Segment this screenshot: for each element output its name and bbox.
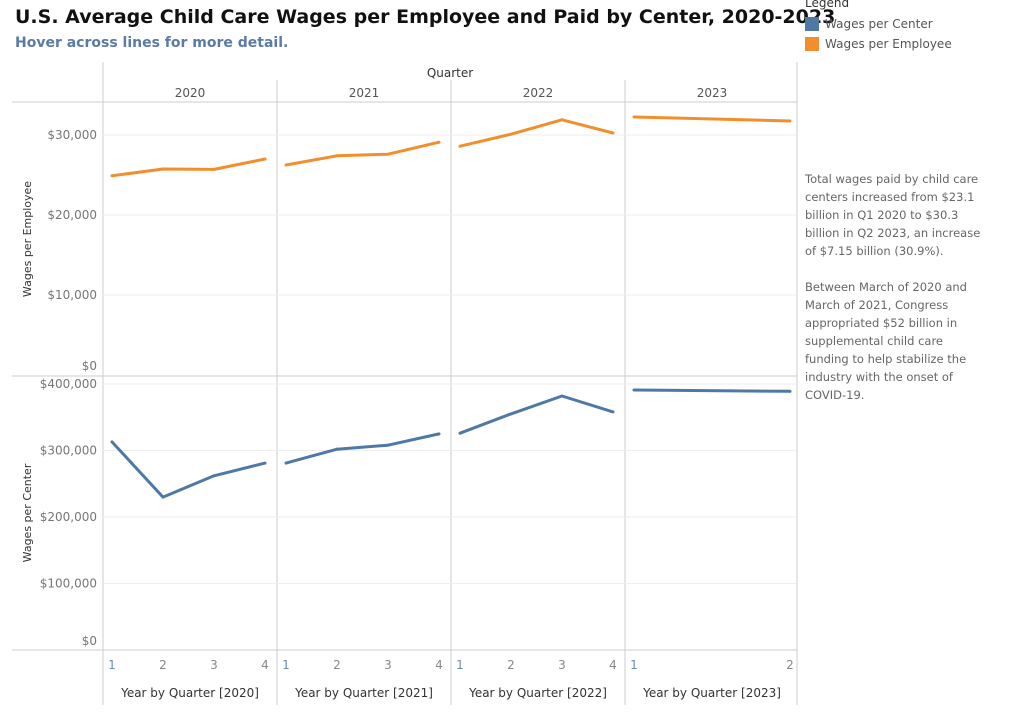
data-point: [386, 443, 390, 447]
y-axis-label: Wages per Center: [21, 463, 34, 562]
x-tick-label: 2: [507, 658, 515, 672]
data-point: [458, 144, 462, 148]
data-point: [386, 152, 390, 156]
column-header: Quarter: [427, 66, 473, 80]
x-tick-label: 4: [609, 658, 617, 672]
y-tick-label: $0: [82, 359, 97, 373]
x-axis-label: Year by Quarter [2023]: [642, 686, 781, 700]
data-point: [212, 474, 216, 478]
data-point: [161, 495, 165, 499]
series-line-center-2020: [110, 440, 266, 499]
series-line-center-2022: [459, 394, 614, 435]
year-header: 2022: [523, 86, 554, 100]
data-point: [437, 140, 441, 144]
x-tick-label: 3: [558, 658, 566, 672]
year-header: 2021: [349, 86, 380, 100]
legend-item-employee[interactable]: Wages per Employee: [805, 34, 952, 54]
y-tick-label: $20,000: [47, 208, 97, 222]
series-line-employee-2020: [111, 157, 266, 178]
annotation-text: Total wages paid by child care centers i…: [805, 170, 990, 422]
y-tick-label: $300,000: [40, 444, 97, 458]
y-tick-label: $30,000: [47, 128, 97, 142]
series-line-center-2021: [285, 432, 440, 465]
data-point: [335, 447, 339, 451]
data-point: [632, 115, 636, 119]
data-point: [284, 461, 288, 465]
x-axis-label: Year by Quarter [2020]: [120, 686, 259, 700]
y-axis-label: Wages per Employee: [21, 181, 34, 297]
y-tick-label: $10,000: [47, 288, 97, 302]
legend-label: Wages per Center: [825, 17, 933, 31]
x-tick-label: 1: [456, 658, 464, 672]
x-tick-label: 2: [333, 658, 341, 672]
y-tick-label: $0: [82, 634, 97, 648]
x-tick-label: 3: [210, 658, 218, 672]
legend-swatch: [805, 17, 819, 31]
chart-subtitle: Hover across lines for more detail.: [15, 35, 289, 51]
data-point: [335, 154, 339, 158]
x-axis-label: Year by Quarter [2022]: [468, 686, 607, 700]
data-point: [560, 394, 564, 398]
x-tick-label: 1: [282, 658, 290, 672]
legend-label: Wages per Employee: [825, 37, 952, 51]
legend-title: Legend: [805, 0, 850, 10]
data-point: [788, 119, 792, 123]
series-line-employee-2021: [285, 140, 440, 167]
data-point: [788, 389, 792, 393]
data-point: [509, 132, 513, 136]
x-tick-label: 2: [159, 658, 167, 672]
x-tick-label: 1: [108, 658, 116, 672]
x-tick-label: 1: [630, 658, 638, 672]
data-point: [611, 410, 615, 414]
chart-title: U.S. Average Child Care Wages per Employ…: [15, 6, 836, 28]
note-paragraph: Between March of 2020 and March of 2021,…: [805, 280, 967, 402]
data-point: [263, 157, 267, 161]
legend-swatch: [805, 37, 819, 51]
data-point: [437, 432, 441, 436]
x-tick-label: 3: [384, 658, 392, 672]
legend: Legend Wages per Center Wages per Employ…: [805, 0, 952, 54]
data-point: [284, 163, 288, 167]
series-line-employee-2022: [459, 118, 614, 148]
y-tick-label: $400,000: [40, 377, 97, 391]
data-point: [212, 167, 216, 171]
y-tick-label: $200,000: [40, 510, 97, 524]
x-tick-label: 4: [435, 658, 443, 672]
data-point: [263, 461, 267, 465]
y-tick-label: $100,000: [40, 577, 97, 591]
x-tick-label: 4: [261, 658, 269, 672]
data-point: [161, 167, 165, 171]
data-point: [110, 174, 114, 178]
series-line-employee-2023: [633, 115, 791, 123]
data-point: [458, 431, 462, 435]
data-point: [632, 388, 636, 392]
x-axis-label: Year by Quarter [2021]: [294, 686, 433, 700]
data-point: [110, 440, 114, 444]
legend-item-center[interactable]: Wages per Center: [805, 14, 952, 34]
data-point: [560, 118, 564, 122]
data-point: [611, 131, 615, 135]
x-tick-label: 2: [786, 658, 794, 672]
note-paragraph: Total wages paid by child care centers i…: [805, 172, 981, 258]
year-header: 2020: [175, 86, 206, 100]
year-header: 2023: [697, 86, 728, 100]
data-point: [509, 412, 513, 416]
series-line-center-2023: [633, 388, 791, 393]
